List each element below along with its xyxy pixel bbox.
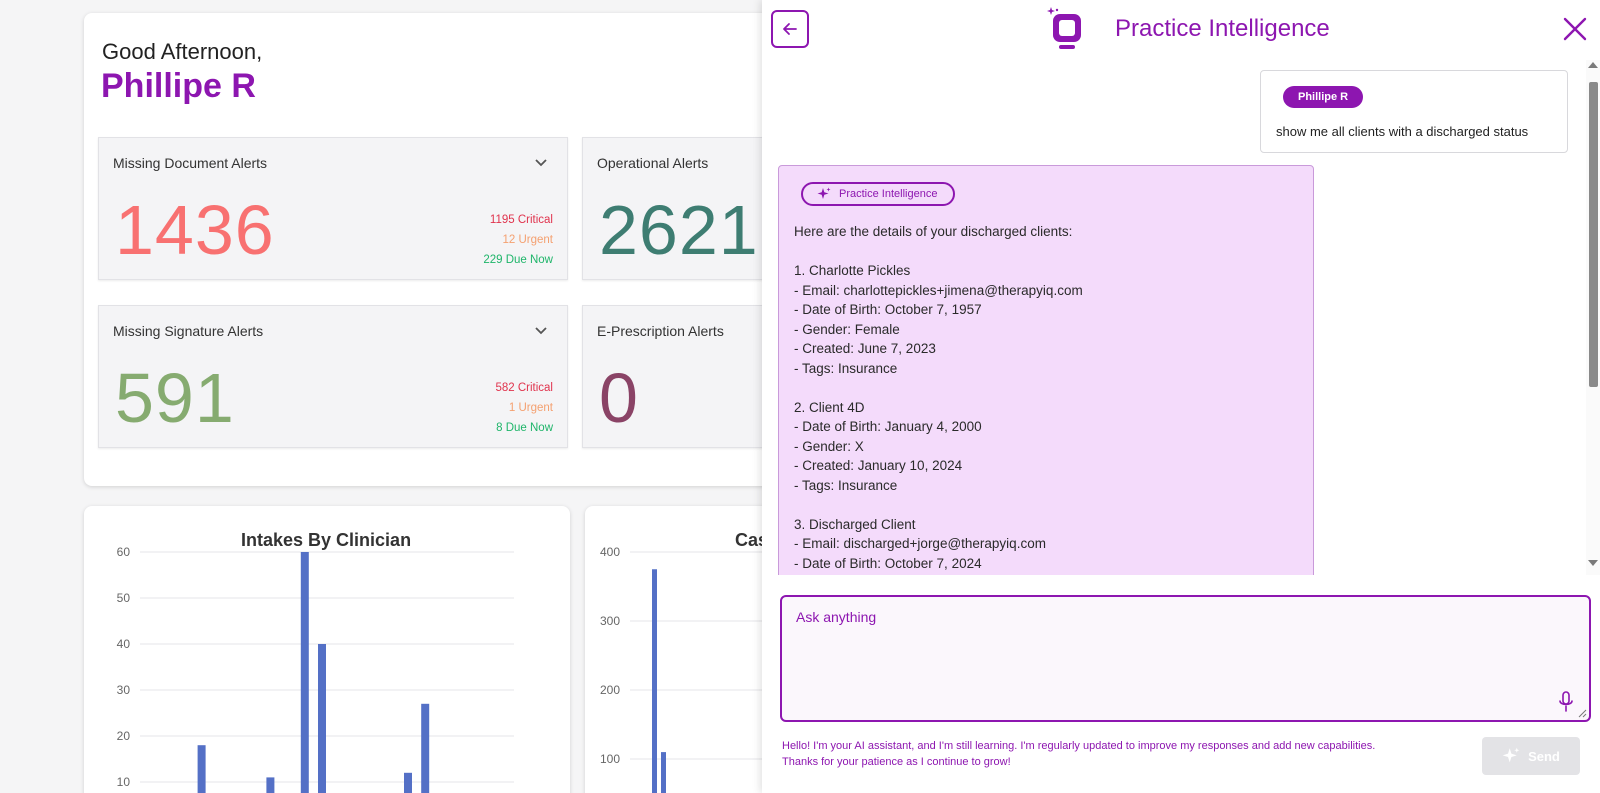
alert-count: 591 — [115, 359, 235, 437]
y-tick-label: 300 — [600, 614, 620, 628]
microphone-icon[interactable] — [1557, 691, 1575, 713]
bar[interactable] — [421, 703, 430, 793]
bar[interactable] — [300, 552, 309, 793]
chevron-down-icon[interactable] — [531, 320, 551, 340]
alert-card-missing-signature[interactable]: Missing Signature Alerts 591 582 Critica… — [98, 305, 568, 448]
alert-count: 1436 — [115, 191, 275, 269]
bar[interactable] — [661, 752, 666, 793]
scroll-up-arrow-icon[interactable] — [1588, 62, 1598, 68]
arrow-left-icon — [783, 23, 797, 35]
user-name: Phillipe R — [101, 67, 256, 105]
assistant-message: Practice Intelligence Here are the detai… — [778, 165, 1314, 575]
send-button-label: Send — [1528, 748, 1560, 764]
alert-urgent: 1 Urgent — [508, 402, 553, 414]
alert-critical: 582 Critical — [495, 382, 553, 394]
user-message: Phillipe R show me all clients with a di… — [1260, 70, 1568, 153]
alert-title: Operational Alerts — [597, 155, 709, 171]
alert-critical: 1195 Critical — [489, 214, 553, 226]
alert-due-now: 8 Due Now — [496, 422, 553, 434]
alert-title: E-Prescription Alerts — [597, 323, 724, 339]
alert-card-missing-document[interactable]: Missing Document Alerts 1436 1195 Critic… — [98, 137, 568, 280]
chat-composer — [780, 595, 1591, 722]
scroll-down-arrow-icon[interactable] — [1588, 560, 1598, 566]
panel-title: Practice Intelligence — [1115, 15, 1330, 42]
greeting-card: Good Afternoon, Phillipe R Missing Docum… — [84, 13, 1052, 486]
bar[interactable] — [318, 644, 326, 793]
y-tick-label: 50 — [117, 591, 131, 605]
y-tick-label: 400 — [600, 545, 620, 559]
sparkle-icon — [817, 187, 831, 199]
alert-title: Missing Signature Alerts — [113, 323, 264, 339]
scrollbar-thumb[interactable] — [1589, 82, 1598, 387]
y-tick-label: 100 — [600, 752, 620, 766]
alert-count: 2621 — [599, 191, 759, 269]
sender-badge: Practice Intelligence — [801, 182, 956, 206]
alert-title: Missing Document Alerts — [113, 155, 268, 171]
sparkle-icon — [1502, 747, 1520, 763]
close-icon[interactable] — [1562, 16, 1588, 42]
y-tick-label: 20 — [117, 729, 131, 743]
y-tick-label: 30 — [117, 683, 131, 697]
assistant-message-text: Here are the details of your discharged … — [794, 224, 1083, 571]
y-tick-label: 60 — [117, 545, 131, 559]
bar[interactable] — [266, 777, 275, 793]
alert-due-now: 229 Due Now — [483, 254, 553, 266]
sender-badge: Phillipe R — [1283, 86, 1364, 108]
bar[interactable] — [197, 745, 206, 793]
ask-anything-input[interactable] — [782, 597, 1589, 720]
practice-intelligence-logo-icon — [1047, 7, 1081, 49]
intakes-chart: 60 50 40 30 20 10 — [117, 545, 514, 793]
sender-badge-label: Practice Intelligence — [839, 188, 938, 200]
bar[interactable] — [404, 772, 412, 793]
chart-card-intakes: Intakes By Clinician 60 50 40 30 20 10 — [84, 506, 570, 793]
alert-count: 0 — [599, 359, 639, 437]
message-list[interactable]: Phillipe R show me all clients with a di… — [762, 60, 1600, 575]
resize-grip-icon[interactable] — [1577, 708, 1587, 718]
chart-title: Intakes By Clinician — [241, 530, 412, 550]
y-tick-label: 10 — [117, 775, 131, 789]
chevron-down-icon[interactable] — [531, 152, 551, 172]
bar[interactable] — [652, 569, 657, 793]
chart-title: Cas — [735, 530, 769, 550]
y-tick-label: 40 — [117, 637, 131, 651]
assistant-disclaimer: Hello! I'm your AI assistant, and I'm st… — [782, 740, 1376, 768]
y-tick-label: 200 — [600, 683, 620, 697]
send-button[interactable]: Send — [1482, 737, 1580, 775]
greeting-text: Good Afternoon, — [102, 39, 263, 64]
back-button[interactable] — [771, 10, 809, 48]
assistant-panel: Practice Intelligence Phillipe R show me… — [762, 0, 1600, 793]
user-message-text: show me all clients with a discharged st… — [1276, 124, 1529, 139]
alert-urgent: 12 Urgent — [502, 234, 553, 246]
